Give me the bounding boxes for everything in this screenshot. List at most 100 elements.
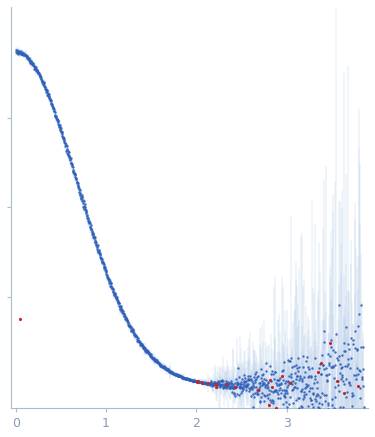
Point [33, 65, 39, 72]
Point [227, 384, 233, 391]
Point [306, 365, 312, 372]
Point [188, 376, 194, 383]
Point [357, 417, 363, 424]
Point [256, 384, 262, 391]
Point [266, 384, 272, 391]
Point [212, 378, 218, 385]
Point [246, 385, 252, 392]
Point [172, 370, 178, 377]
Point [320, 410, 326, 417]
Point [32, 66, 38, 73]
Point [350, 392, 355, 399]
Point [51, 106, 57, 113]
Point [360, 365, 366, 372]
Point [228, 380, 234, 387]
Point [253, 375, 259, 382]
Point [239, 375, 245, 382]
Point [304, 354, 310, 361]
Point [53, 114, 59, 121]
Point [38, 76, 44, 83]
Point [337, 361, 343, 368]
Point [298, 387, 304, 394]
Point [26, 55, 32, 62]
Point [103, 267, 109, 274]
Point [288, 355, 294, 362]
Point [146, 349, 152, 356]
Point [295, 394, 301, 401]
Point [164, 365, 170, 372]
Point [244, 382, 250, 388]
Point [247, 372, 253, 379]
Point [179, 373, 185, 380]
Point [54, 117, 60, 124]
Point [213, 380, 219, 387]
Point [336, 352, 342, 359]
Point [58, 127, 64, 134]
Point [250, 382, 256, 388]
Point [165, 367, 171, 374]
Point [248, 393, 254, 400]
Point [277, 394, 283, 401]
Point [309, 385, 315, 392]
Point [345, 340, 351, 347]
Point [87, 219, 93, 226]
Point [120, 308, 126, 315]
Point [136, 339, 142, 346]
Point [114, 293, 120, 300]
Point [70, 166, 76, 173]
Point [22, 51, 28, 58]
Point [216, 379, 222, 386]
Point [195, 378, 201, 385]
Point [354, 364, 360, 371]
Point [187, 376, 193, 383]
Point [231, 382, 237, 389]
Point [256, 387, 262, 394]
Point [92, 234, 98, 241]
Point [234, 391, 240, 398]
Point [224, 378, 230, 385]
Point [134, 333, 140, 340]
Point [202, 379, 208, 386]
Point [66, 153, 72, 160]
Point [173, 371, 179, 378]
Point [18, 51, 24, 58]
Point [181, 374, 187, 381]
Point [245, 376, 251, 383]
Point [308, 373, 314, 380]
Point [267, 377, 273, 384]
Point [14, 46, 20, 53]
Point [182, 374, 188, 381]
Point [104, 271, 110, 277]
Point [352, 413, 358, 420]
Point [107, 280, 113, 287]
Point [228, 384, 234, 391]
Point [294, 365, 300, 372]
Point [112, 292, 118, 299]
Point [54, 115, 60, 122]
Point [282, 394, 288, 401]
Point [268, 387, 274, 394]
Point [75, 180, 81, 187]
Point [18, 50, 24, 57]
Point [16, 50, 22, 57]
Point [202, 380, 208, 387]
Point [30, 61, 36, 68]
Point [274, 377, 280, 384]
Point [38, 73, 44, 80]
Point [50, 105, 56, 112]
Point [91, 233, 97, 240]
Point [245, 372, 251, 379]
Point [316, 412, 322, 419]
Point [212, 379, 218, 386]
Point [213, 380, 219, 387]
Point [268, 383, 274, 390]
Point [218, 382, 224, 388]
Point [268, 371, 274, 378]
Point [60, 135, 66, 142]
Point [233, 383, 239, 390]
Point [62, 139, 68, 146]
Point [112, 290, 118, 297]
Point [249, 378, 255, 385]
Point [170, 369, 176, 376]
Point [256, 379, 262, 386]
